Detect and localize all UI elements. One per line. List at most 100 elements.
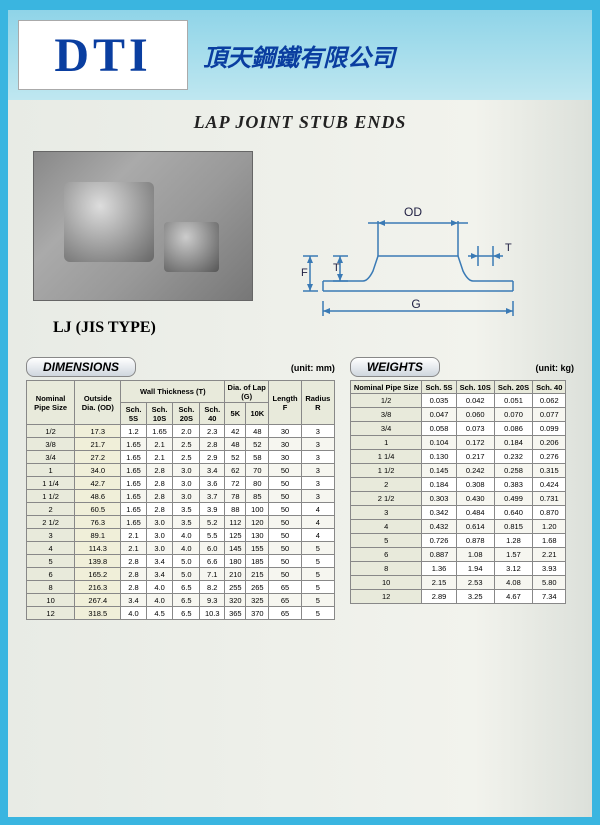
table-cell: 145 — [225, 542, 246, 555]
table-cell: 1.2 — [121, 425, 146, 438]
subtype-label: LJ (JIS TYPE) — [53, 319, 253, 337]
table-cell: 3.25 — [456, 590, 494, 604]
table-cell: 0.887 — [422, 548, 456, 562]
diagram-f-label: F — [301, 267, 308, 279]
table-cell: 50 — [269, 542, 302, 555]
table-cell: 2.9 — [200, 451, 225, 464]
table-row: 81.361.943.123.93 — [350, 562, 566, 576]
table-cell: 0.430 — [456, 492, 494, 506]
dimensions-table: Nominal Pipe Size Outside Dia. (OD) Wall… — [26, 380, 335, 620]
col-sch10s: Sch. 10S — [146, 403, 173, 425]
table-cell: 1.57 — [494, 548, 532, 562]
company-name: 頂天鋼鐵有限公司 — [203, 38, 395, 73]
table-cell: 1/2 — [350, 394, 422, 408]
table-cell: 85 — [246, 490, 269, 503]
table-cell: 4.0 — [121, 607, 146, 620]
table-cell: 65 — [269, 581, 302, 594]
table-cell: 48.6 — [75, 490, 121, 503]
table-cell: 21.7 — [75, 438, 121, 451]
table-cell: 0.499 — [494, 492, 532, 506]
table-cell: 1/2 — [27, 425, 75, 438]
table-cell: 3.12 — [494, 562, 532, 576]
page: DTI 頂天鋼鐵有限公司 LAP JOINT STUB ENDS LJ (JIS… — [0, 0, 600, 825]
table-cell: 2 1/2 — [27, 516, 75, 529]
weights-block: WEIGHTS (unit: kg) Nominal Pipe Size Sch… — [350, 357, 574, 620]
table-cell: 2 — [27, 503, 75, 516]
table-cell: 3.9 — [200, 503, 225, 516]
table-cell: 3.5 — [173, 516, 200, 529]
table-cell: 17.3 — [75, 425, 121, 438]
table-row: 40.4320.6140.8151.20 — [350, 520, 566, 534]
table-row: 60.8871.081.572.21 — [350, 548, 566, 562]
table-cell: 6.0 — [200, 542, 225, 555]
table-cell: 52 — [225, 451, 246, 464]
table-cell: 2.8 — [146, 490, 173, 503]
col-lap-group: Dia. of Lap (G) — [225, 381, 269, 403]
table-cell: 5.2 — [200, 516, 225, 529]
table-cell: 5.0 — [173, 555, 200, 568]
table-cell: 34.0 — [75, 464, 121, 477]
table-cell: 1 1/2 — [27, 490, 75, 503]
figure-area: LJ (JIS TYPE) — [8, 141, 592, 352]
table-cell: 210 — [225, 568, 246, 581]
table-cell: 1.65 — [121, 516, 146, 529]
table-cell: 5 — [301, 555, 334, 568]
table-cell: 5.80 — [533, 576, 566, 590]
table-cell: 3 — [301, 438, 334, 451]
table-row: 1/217.31.21.652.02.34248303 — [27, 425, 335, 438]
table-cell: 5.0 — [173, 568, 200, 581]
table-cell: 89.1 — [75, 529, 121, 542]
table-cell: 0.731 — [533, 492, 566, 506]
table-cell: 50 — [269, 464, 302, 477]
table-cell: 2.8 — [146, 477, 173, 490]
table-cell: 3.93 — [533, 562, 566, 576]
table-cell: 3.0 — [146, 542, 173, 555]
table-cell: 42 — [225, 425, 246, 438]
table-cell: 0.172 — [456, 436, 494, 450]
table-cell: 112 — [225, 516, 246, 529]
table-row: 1 1/20.1450.2420.2580.315 — [350, 464, 566, 478]
table-cell: 1.65 — [146, 425, 173, 438]
product-photo — [33, 151, 253, 301]
table-cell: 2.1 — [146, 451, 173, 464]
table-cell: 50 — [269, 490, 302, 503]
table-cell: 62 — [225, 464, 246, 477]
table-row: 1 1/442.71.652.83.03.67280503 — [27, 477, 335, 490]
table-cell: 3.4 — [200, 464, 225, 477]
table-cell: 72 — [225, 477, 246, 490]
table-cell: 0.303 — [422, 492, 456, 506]
col-length: Length F — [269, 381, 302, 425]
table-cell: 1.65 — [121, 451, 146, 464]
table-cell: 4.67 — [494, 590, 532, 604]
table-cell: 0.099 — [533, 422, 566, 436]
table-row: 3/80.0470.0600.0700.077 — [350, 408, 566, 422]
table-cell: 2.8 — [146, 464, 173, 477]
table-cell: 65 — [269, 594, 302, 607]
table-cell: 52 — [246, 438, 269, 451]
col-10k: 10K — [246, 403, 269, 425]
table-cell: 7.1 — [200, 568, 225, 581]
table-cell: 370 — [246, 607, 269, 620]
table-cell: 2.8 — [200, 438, 225, 451]
table-cell: 2.5 — [173, 438, 200, 451]
table-cell: 0.062 — [533, 394, 566, 408]
table-cell: 1 — [27, 464, 75, 477]
table-cell: 8 — [350, 562, 422, 576]
table-cell: 6.5 — [173, 607, 200, 620]
table-cell: 3.0 — [173, 464, 200, 477]
wcol-40: Sch. 40 — [533, 381, 566, 394]
table-cell: 48 — [246, 425, 269, 438]
col-sch40: Sch. 40 — [200, 403, 225, 425]
table-cell: 3.0 — [146, 529, 173, 542]
logo-box: DTI — [18, 20, 188, 90]
table-cell: 318.5 — [75, 607, 121, 620]
table-row: 30.3420.4840.6400.870 — [350, 506, 566, 520]
table-cell: 0.184 — [494, 436, 532, 450]
table-cell: 3.5 — [173, 503, 200, 516]
table-cell: 5 — [301, 594, 334, 607]
table-cell: 3.0 — [173, 477, 200, 490]
table-cell: 130 — [246, 529, 269, 542]
table-cell: 0.242 — [456, 464, 494, 478]
col-radius: Radius R — [301, 381, 334, 425]
table-cell: 0.640 — [494, 506, 532, 520]
